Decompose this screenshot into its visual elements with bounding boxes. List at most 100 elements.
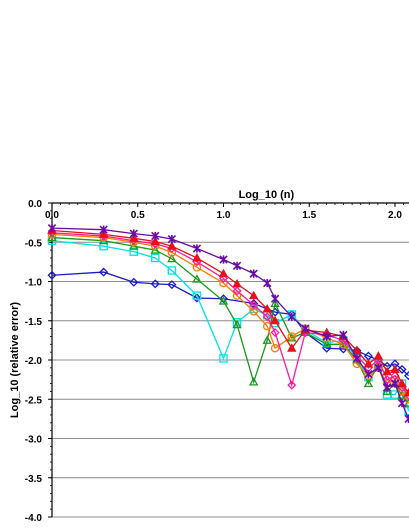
star-marker	[263, 278, 272, 288]
triangle-marker	[363, 378, 374, 388]
x-axis-title: Log_10 (n)	[239, 189, 295, 201]
triangle-marker	[382, 366, 392, 376]
diamond-marker	[262, 312, 272, 322]
series-6	[47, 225, 409, 397]
triangle-marker	[192, 253, 202, 262]
triangle-marker	[390, 364, 400, 373]
triangle-marker	[262, 335, 272, 344]
circle-marker	[219, 278, 228, 288]
square-marker	[167, 266, 177, 275]
triangle-marker	[248, 377, 259, 386]
star-marker	[382, 383, 392, 392]
x-tick-label: 1.5	[302, 210, 316, 221]
y-tick-label: 0.0	[28, 199, 42, 210]
star-marker	[287, 312, 296, 321]
star-marker	[249, 269, 258, 278]
star-marker	[270, 294, 280, 303]
star-marker	[99, 225, 108, 234]
star-marker	[232, 261, 242, 270]
triangle-marker	[192, 274, 202, 283]
y-axis-title: Log_10 (relative error)	[9, 302, 21, 418]
gridlines	[52, 241, 409, 518]
triangle-marker	[270, 298, 280, 308]
circle-marker	[192, 263, 202, 272]
series-layer	[47, 223, 409, 424]
triangle-marker	[352, 345, 362, 355]
triangle-marker	[129, 233, 139, 242]
series-7	[47, 223, 409, 424]
diamond-marker	[129, 277, 139, 287]
diamond-marker	[287, 380, 297, 390]
triangle-marker	[363, 358, 374, 368]
series-line	[51, 229, 409, 394]
triangle-marker	[270, 315, 280, 325]
star-marker	[364, 369, 373, 379]
diamond-marker	[249, 300, 259, 310]
diamond-marker	[232, 286, 242, 296]
star-marker	[219, 255, 228, 264]
circle-marker	[262, 321, 272, 331]
y-tick-label: -0.5	[25, 238, 43, 249]
triangle-marker	[218, 268, 229, 278]
circle-marker	[232, 291, 242, 300]
axes: 0.0 -0.5 -1.0 -1.5 -2.0 -2.5 -3.0 -3.5 -4.0 0.0 0.…	[25, 199, 409, 524]
triangle-marker	[262, 304, 272, 313]
y-tick-label: -4.0	[25, 513, 43, 524]
diamond-marker	[192, 293, 202, 303]
star-marker	[374, 363, 383, 373]
star-marker	[397, 399, 407, 408]
triangle-marker	[287, 343, 297, 352]
triangle-marker	[322, 339, 332, 348]
star-marker	[47, 223, 57, 233]
diamond-marker	[99, 267, 109, 277]
star-marker	[301, 324, 310, 333]
y-tick-label: -2.5	[25, 395, 43, 406]
triangle-marker	[373, 351, 384, 360]
triangle-marker	[167, 253, 177, 263]
star-marker	[151, 231, 160, 241]
diamond-marker	[270, 307, 280, 317]
x-tick-label: 0.0	[45, 210, 59, 221]
y-tick-label: -1.5	[25, 317, 43, 328]
triangle-marker	[397, 378, 407, 388]
circle-marker	[249, 307, 258, 316]
triangle-marker	[248, 290, 259, 300]
y-tick-label: -3.5	[25, 474, 43, 485]
diamond-marker	[47, 270, 57, 280]
circle-marker	[270, 343, 280, 353]
y-tick-label: -3.0	[25, 435, 43, 446]
star-marker	[352, 354, 362, 363]
square-marker	[150, 253, 160, 263]
diamond-marker	[382, 375, 392, 385]
series-line	[51, 233, 409, 400]
series-line	[51, 227, 409, 420]
circle-marker	[287, 332, 297, 341]
triangle-marker	[98, 229, 109, 238]
star-marker	[322, 332, 331, 341]
x-tick-label: 0.5	[131, 210, 145, 221]
x-tick-label: 2.0	[388, 210, 402, 221]
diamond-marker	[167, 280, 177, 290]
series-line	[51, 232, 409, 396]
star-marker	[129, 229, 138, 238]
triangle-marker	[382, 386, 392, 395]
star-marker	[339, 330, 348, 340]
triangle-marker	[167, 241, 177, 250]
triangle-marker	[150, 236, 160, 245]
triangle-marker	[232, 319, 242, 329]
triangle-marker	[218, 296, 229, 305]
x-tick-label: 1.0	[217, 210, 231, 221]
diamond-marker	[270, 328, 280, 338]
square-marker	[99, 241, 108, 251]
square-marker	[129, 247, 139, 256]
square-marker	[219, 354, 228, 363]
star-marker	[192, 244, 202, 253]
square-marker	[192, 291, 202, 300]
diamond-marker	[150, 279, 160, 289]
y-tick-label: -1.0	[25, 278, 43, 289]
star-marker	[167, 234, 177, 244]
diamond-marker	[397, 364, 407, 374]
star-marker	[390, 379, 400, 388]
